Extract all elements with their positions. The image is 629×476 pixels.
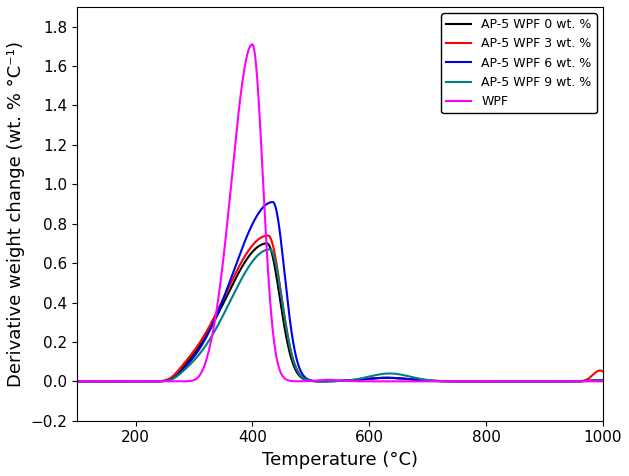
AP-5 WPF 9 wt. % [389, 371, 396, 377]
WPF [389, 378, 396, 384]
AP-5 WPF 9 wt. % [465, 378, 473, 384]
AP-5 WPF 3 wt. % [169, 374, 176, 379]
Line: WPF: WPF [77, 44, 603, 381]
AP-5 WPF 6 wt. % [74, 378, 81, 384]
Line: AP-5 WPF 0 wt. %: AP-5 WPF 0 wt. % [77, 243, 603, 381]
AP-5 WPF 3 wt. % [415, 377, 423, 383]
AP-5 WPF 0 wt. % [169, 376, 176, 381]
X-axis label: Temperature (°C): Temperature (°C) [262, 451, 418, 469]
AP-5 WPF 3 wt. % [506, 378, 513, 384]
AP-5 WPF 0 wt. % [74, 378, 81, 384]
AP-5 WPF 3 wt. % [599, 368, 606, 374]
AP-5 WPF 0 wt. % [599, 378, 606, 384]
AP-5 WPF 6 wt. % [465, 378, 473, 384]
AP-5 WPF 6 wt. % [274, 217, 282, 222]
AP-5 WPF 6 wt. % [506, 378, 513, 384]
WPF [599, 378, 606, 384]
Line: AP-5 WPF 6 wt. %: AP-5 WPF 6 wt. % [77, 202, 603, 381]
AP-5 WPF 0 wt. % [415, 377, 423, 383]
Y-axis label: Derivative weight change (wt. % °C⁻¹): Derivative weight change (wt. % °C⁻¹) [7, 41, 25, 387]
AP-5 WPF 0 wt. % [506, 378, 513, 384]
AP-5 WPF 0 wt. % [389, 375, 396, 381]
AP-5 WPF 9 wt. % [599, 378, 606, 384]
AP-5 WPF 9 wt. % [415, 376, 423, 381]
AP-5 WPF 3 wt. % [264, 233, 272, 238]
AP-5 WPF 0 wt. % [274, 284, 282, 289]
AP-5 WPF 3 wt. % [389, 375, 396, 381]
AP-5 WPF 6 wt. % [415, 377, 423, 383]
AP-5 WPF 3 wt. % [74, 378, 81, 384]
Line: AP-5 WPF 9 wt. %: AP-5 WPF 9 wt. % [77, 249, 603, 381]
WPF [465, 378, 473, 384]
AP-5 WPF 9 wt. % [74, 378, 81, 384]
Legend: AP-5 WPF 0 wt. %, AP-5 WPF 3 wt. %, AP-5 WPF 6 wt. %, AP-5 WPF 9 wt. %, WPF: AP-5 WPF 0 wt. %, AP-5 WPF 3 wt. %, AP-5… [441, 13, 596, 113]
WPF [169, 378, 176, 384]
AP-5 WPF 6 wt. % [599, 378, 606, 384]
AP-5 WPF 6 wt. % [169, 376, 176, 382]
WPF [74, 378, 81, 384]
Line: AP-5 WPF 3 wt. %: AP-5 WPF 3 wt. % [77, 236, 603, 381]
WPF [506, 378, 513, 384]
AP-5 WPF 3 wt. % [465, 378, 473, 384]
WPF [248, 41, 256, 47]
AP-5 WPF 0 wt. % [263, 240, 270, 246]
AP-5 WPF 9 wt. % [266, 247, 274, 252]
AP-5 WPF 3 wt. % [274, 270, 282, 276]
AP-5 WPF 0 wt. % [465, 378, 473, 384]
AP-5 WPF 6 wt. % [389, 375, 396, 381]
AP-5 WPF 9 wt. % [169, 376, 176, 382]
AP-5 WPF 6 wt. % [269, 199, 277, 205]
AP-5 WPF 9 wt. % [506, 378, 513, 384]
AP-5 WPF 9 wt. % [274, 273, 282, 278]
WPF [274, 362, 282, 367]
WPF [415, 378, 423, 384]
